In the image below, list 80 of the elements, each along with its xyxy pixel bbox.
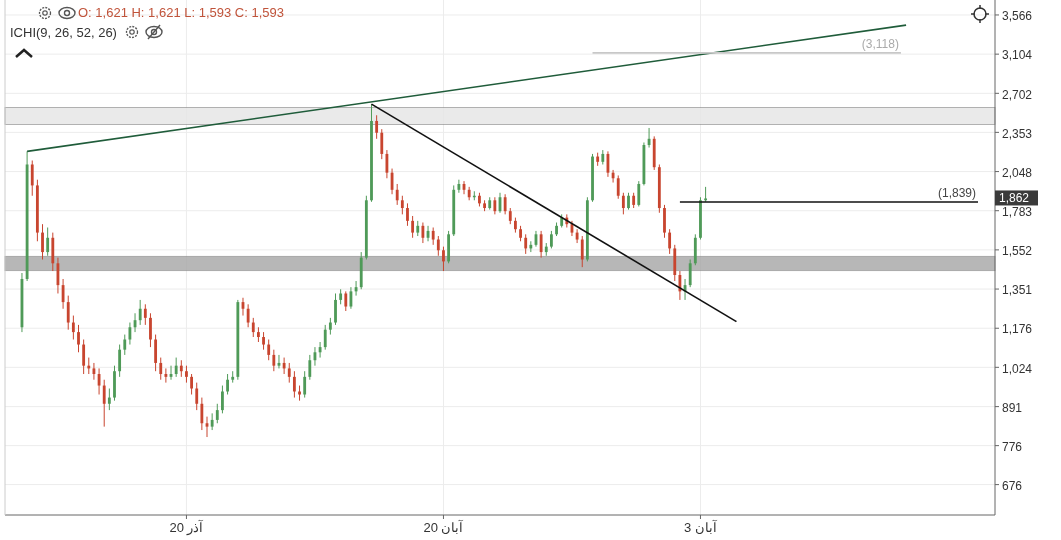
candlestick [323, 324, 327, 351]
candlestick [143, 303, 147, 326]
candlestick [190, 373, 193, 396]
candlestick [406, 202, 409, 227]
candlestick [215, 403, 219, 424]
candlestick [539, 230, 543, 259]
candlestick [77, 324, 80, 353]
y-tick-label: 2,702 [1002, 87, 1033, 102]
candlestick [524, 233, 528, 255]
candlestick [436, 235, 440, 257]
text: 1,862 [999, 191, 1030, 206]
candlestick [375, 114, 379, 140]
x-tick-label: 3 آبان [684, 519, 718, 535]
candlestick [107, 388, 111, 411]
candlestick [118, 344, 122, 378]
candlestick [411, 215, 415, 239]
candlestick [292, 370, 296, 399]
candlestick [251, 317, 255, 338]
x-tick-label: 20 آبان [423, 519, 465, 535]
candlestick [580, 235, 584, 268]
candlestick [210, 412, 214, 431]
candlestick [287, 362, 291, 384]
candlestick [71, 315, 75, 340]
candlestick [226, 373, 229, 396]
candlestick [66, 295, 70, 331]
y-tick-label: 1,176 [1002, 322, 1033, 337]
candlestick [442, 246, 445, 272]
candlestick [195, 382, 199, 411]
candlestick [128, 322, 132, 346]
candlestick [616, 174, 620, 200]
y-tick-label: 1,024 [1002, 361, 1033, 376]
candlestick [46, 227, 50, 257]
candlestick [380, 128, 384, 160]
candlestick [246, 303, 250, 328]
annotation: O: 1,621 H: 1,621 L: 1,593 C: 1,593 [78, 5, 284, 20]
candlestick [318, 341, 322, 359]
y-tick-label: 2,048 [1002, 165, 1033, 180]
y-tick-label: 676 [1002, 478, 1023, 493]
candlestick [138, 299, 142, 326]
candlestick [159, 357, 163, 381]
candlestick [174, 357, 178, 378]
candlestick [41, 223, 44, 261]
x-tick-label: 20 آذر [169, 519, 205, 536]
candlestick [30, 159, 34, 197]
candlestick [267, 339, 271, 361]
annotation: ICHI(9, 26, 52, 26) [10, 25, 117, 40]
y-tick-label: 776 [1002, 439, 1023, 454]
candlestick [282, 357, 286, 375]
candlestick [164, 367, 168, 384]
candlestick [149, 312, 152, 348]
y-tick-label: 2,353 [1002, 126, 1033, 141]
y-tick-label: 1,552 [1002, 244, 1033, 259]
candlestick [102, 379, 106, 428]
candlestick [308, 354, 312, 381]
candlestick [221, 385, 224, 414]
candlestick [200, 397, 204, 431]
y-tick-label: 1,351 [1002, 283, 1033, 298]
series-label: (1,839) [938, 185, 977, 200]
candlestick [154, 334, 158, 372]
candlestick [272, 349, 276, 372]
candlestick [503, 193, 507, 215]
candlestick [400, 195, 404, 215]
candlestick [303, 370, 307, 399]
candlestick [621, 192, 625, 215]
candlestick [421, 222, 425, 244]
y-tick-label: 1,783 [1002, 204, 1033, 219]
y-tick-label: 3,566 [1002, 9, 1033, 24]
candlestick [637, 180, 641, 207]
candlestick [82, 339, 86, 375]
candlestick [688, 259, 692, 288]
y-tick-label: 891 [1002, 400, 1023, 415]
candlestick [123, 334, 127, 356]
candlestick [395, 183, 399, 206]
candlestick [334, 292, 337, 326]
candlestick [575, 228, 579, 244]
y-tick-label: 3,104 [1002, 48, 1033, 63]
candlestick [457, 179, 461, 194]
candlestick [668, 228, 672, 255]
series-label: (3,118) [861, 36, 899, 51]
candlestick [344, 290, 348, 312]
